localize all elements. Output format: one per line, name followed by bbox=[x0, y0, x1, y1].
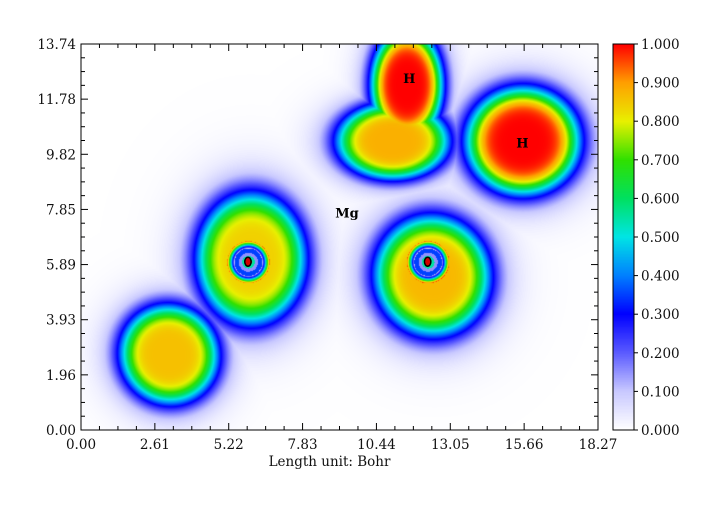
x-tick-label: 7.83 bbox=[288, 437, 318, 453]
colorbar-tick-label: 0.600 bbox=[641, 191, 680, 207]
colorbar-ticks: 0.000 0.100 0.200 0.300 0.400 0.500 0.600 0.700… bbox=[634, 37, 680, 439]
colorbar-tick-label: 0.100 bbox=[641, 384, 680, 400]
colorbar-tick-label: 0.900 bbox=[641, 76, 680, 92]
atom-markers bbox=[244, 256, 432, 267]
colorbar-tick-label: 0.000 bbox=[641, 423, 680, 439]
y-tick-label: 1.96 bbox=[46, 368, 76, 384]
y-tick-label: 11.78 bbox=[37, 92, 76, 108]
atom-nucleus-marker bbox=[244, 256, 252, 267]
y-tick-label: 13.74 bbox=[37, 37, 76, 53]
colorbar-tick-label: 0.300 bbox=[641, 307, 680, 323]
atom-nucleus-marker bbox=[423, 256, 432, 267]
atom-label: H bbox=[516, 136, 528, 151]
x-tick-label: 13.05 bbox=[431, 437, 470, 453]
x-tick-label: 15.66 bbox=[505, 437, 544, 453]
x-axis: 0.00 2.61 5.22 7.83 10.44 13.05 15.66 18.27 bbox=[66, 44, 617, 453]
colorbar-tick-label: 0.700 bbox=[641, 153, 680, 169]
x-tick-label: 18.27 bbox=[579, 437, 618, 453]
x-tick-label: 0.00 bbox=[66, 437, 96, 453]
y-tick-label: 3.93 bbox=[46, 313, 76, 329]
x-tick-label: 2.61 bbox=[140, 437, 170, 453]
colorbar-tick-label: 0.800 bbox=[641, 114, 680, 130]
colorbar-tick-label: 0.400 bbox=[641, 269, 680, 285]
heatmap-image bbox=[81, 44, 598, 430]
atom-labels: H H Mg bbox=[335, 72, 528, 222]
x-tick-label: 10.44 bbox=[357, 437, 396, 453]
colorbar-gradient bbox=[613, 44, 634, 430]
colorbar-tick-label: 1.000 bbox=[641, 37, 680, 53]
plot-area: H H Mg bbox=[80, 43, 599, 431]
y-tick-label: 9.82 bbox=[46, 147, 76, 163]
colorbar-tick-label: 0.500 bbox=[641, 230, 680, 246]
y-tick-label: 0.00 bbox=[46, 423, 76, 439]
colorbar-tick-label: 0.200 bbox=[641, 346, 680, 362]
atom-label: H bbox=[403, 72, 415, 87]
colorbar: 0.000 0.100 0.200 0.300 0.400 0.500 0.600 0.700… bbox=[612, 37, 680, 439]
y-tick-label: 5.89 bbox=[46, 258, 76, 274]
y-axis: 0.00 1.96 3.93 5.89 7.85 9.82 11.78 13.74 bbox=[37, 37, 598, 439]
x-tick-label: 5.22 bbox=[214, 437, 244, 453]
y-tick-label: 7.85 bbox=[46, 202, 76, 218]
x-axis-title: Length unit: Bohr bbox=[269, 454, 391, 470]
atom-label: Mg bbox=[335, 207, 358, 222]
